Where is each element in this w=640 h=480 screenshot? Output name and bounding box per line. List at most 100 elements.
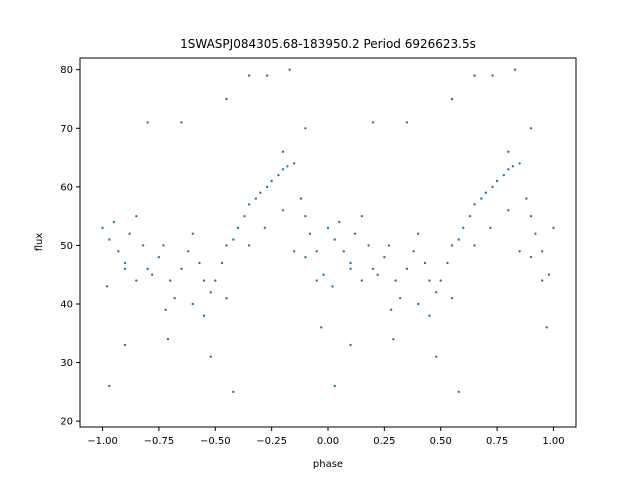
data-point [489,226,492,230]
y-tick-label: 40 [60,300,73,311]
data-point [117,250,120,253]
y-tick-label: 70 [60,124,73,135]
data-point [383,255,386,259]
data-point [150,273,154,276]
data-point [128,232,131,235]
data-point [101,226,104,230]
data-point [259,191,262,194]
data-point [166,337,170,341]
data-point [394,279,397,282]
data-point [416,232,420,235]
data-point [191,232,194,235]
data-point [349,343,352,347]
data-point [392,337,395,341]
data-point [518,162,521,165]
y-tick-label: 30 [60,358,73,369]
data-point [254,197,258,200]
data-point [225,296,228,300]
data-point [349,267,352,271]
data-point [513,68,517,71]
x-tick-label: −0.50 [200,436,231,447]
y-axis-ticks: 20 30 40 50 60 70 80 [60,65,80,428]
data-point [135,214,138,218]
data-point [534,232,537,235]
data-point [435,291,438,294]
data-point [518,250,521,253]
data-point [141,244,145,247]
data-point [299,197,303,200]
data-point [507,150,510,153]
y-tick-label: 80 [60,65,73,76]
data-point [198,261,201,265]
data-point [123,267,127,271]
data-point [371,121,375,124]
data-point [468,214,472,218]
data-point [360,214,364,218]
data-point [304,214,307,218]
x-axis-ticks: −1.00 −0.75 −0.50 −0.25 0.00 0.25 0.50 0.75 1.00 [87,427,565,447]
data-point [529,127,533,130]
data-point [236,226,240,230]
data-point [367,244,370,247]
data-point [108,238,111,241]
data-point [265,74,269,77]
data-point [371,267,375,271]
y-tick-label: 60 [60,182,73,193]
data-point [146,267,149,271]
data-point [529,214,533,218]
data-point [146,121,149,124]
data-point [288,68,291,71]
data-point [326,226,330,230]
data-point [405,267,409,271]
data-point [112,220,116,224]
data-point [540,250,544,253]
data-point [292,250,296,253]
data-point [428,279,431,282]
y-axis-label: flux [34,233,45,252]
data-point [331,285,334,288]
data-point [123,343,127,347]
data-point [360,279,364,282]
x-tick-label: −0.75 [144,436,175,447]
x-tick-label: 0.25 [373,436,395,447]
data-point [450,97,454,101]
data-point [135,279,138,282]
data-point [547,273,551,276]
data-point [220,261,224,265]
data-point [105,285,109,288]
data-point [473,203,476,206]
data-point [247,74,251,77]
data-point [502,173,506,177]
data-point [173,296,176,300]
data-point [281,168,285,171]
y-tick-label: 50 [60,241,73,252]
chart-title: 1SWASPJ084305.68-183950.2 Period 6926623… [180,37,476,51]
x-tick-label: 0.75 [486,436,508,447]
data-point [265,185,269,189]
data-point [304,255,307,259]
data-point [281,150,285,153]
data-point [202,279,206,282]
data-point [225,97,228,101]
data-point [423,261,427,265]
data-point [209,291,212,294]
data-point [202,314,206,317]
data-point [232,390,235,394]
data-point [180,267,183,271]
data-point [187,250,190,253]
data-point [333,238,336,241]
data-point [270,179,273,183]
data-point [162,244,165,247]
data-point [247,244,251,247]
data-point [320,326,323,329]
data-point [450,296,454,300]
data-point [412,250,415,253]
data-point [292,162,296,165]
data-point [315,279,318,282]
data-point [398,296,402,300]
data-point [405,121,409,124]
data-point [281,209,285,212]
data-point [164,308,167,312]
